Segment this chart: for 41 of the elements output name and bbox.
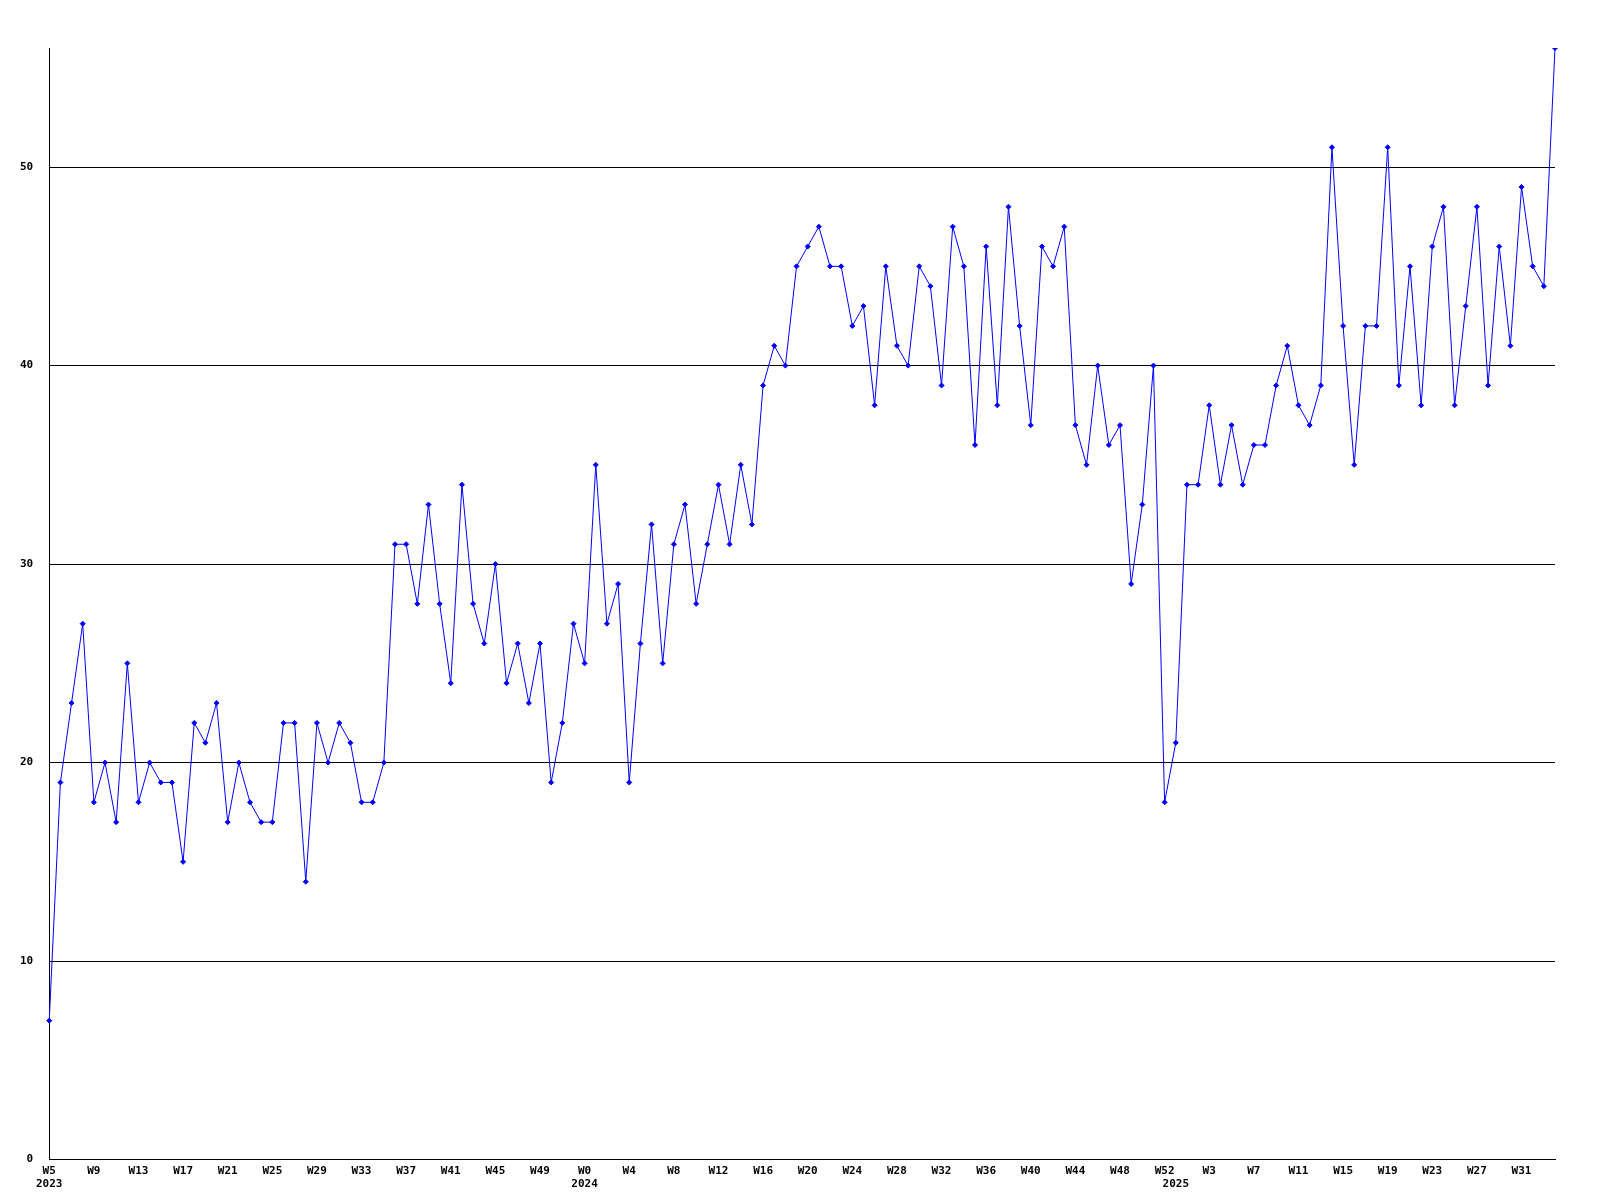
x-tick-label: W24 [842,1164,863,1178]
x-tick-label: W15 [1333,1164,1354,1178]
x-tick-label: W12 [708,1164,729,1178]
x-tick-label: W20 [797,1164,818,1178]
y-tick-label: 10 [20,953,34,967]
x-tick-label: W40 [1020,1164,1041,1178]
x-tick-label: W33 [351,1164,372,1178]
x-tick-label: W28 [886,1164,907,1178]
y-tick-label: 30 [20,556,34,570]
x-tick-label: W21 [217,1164,239,1178]
x-tick-label: W32 [931,1164,952,1178]
x-tick-label: W16 [753,1164,774,1178]
x-tick-label: W8 [667,1164,681,1178]
x-tick-label: W27 [1466,1164,1487,1178]
x-tick-label: W9 [87,1164,101,1178]
x-tick-label: W52 [1154,1164,1175,1178]
x-tick-label: W45 [485,1164,506,1178]
y-tick-label: 50 [20,159,34,173]
x-tick-label: W13 [128,1164,149,1178]
x-tick-label: W41 [440,1164,462,1178]
x-tick-label: W37 [396,1164,417,1178]
x-tick-label: W19 [1377,1164,1398,1178]
x-tick-label: 2025 [1162,1177,1190,1191]
x-tick-label: W44 [1065,1164,1086,1178]
x-tick-label: W36 [976,1164,997,1178]
x-tick-label: W3 [1202,1164,1216,1178]
x-tick-label: W23 [1422,1164,1443,1178]
x-tick-label: W11 [1288,1164,1309,1178]
y-tick-label: 20 [20,755,34,769]
x-tick-label: W48 [1110,1164,1130,1178]
y-tick-label: 40 [20,358,34,372]
x-tick-label: W4 [622,1164,637,1178]
x-tick-label: W5 2023 [36,1164,63,1191]
x-tick-label: W49 [530,1164,550,1178]
x-tick-label: W25 [262,1164,283,1178]
x-tick-label: W0 2024 [571,1164,599,1191]
y-tick-label: 0 [26,1152,34,1166]
x-tick-label: W17 [173,1164,194,1178]
x-tick-label: W29 [307,1164,327,1178]
x-tick-label: W7 [1247,1164,1261,1178]
x-tick-label: W31 [1511,1164,1532,1178]
